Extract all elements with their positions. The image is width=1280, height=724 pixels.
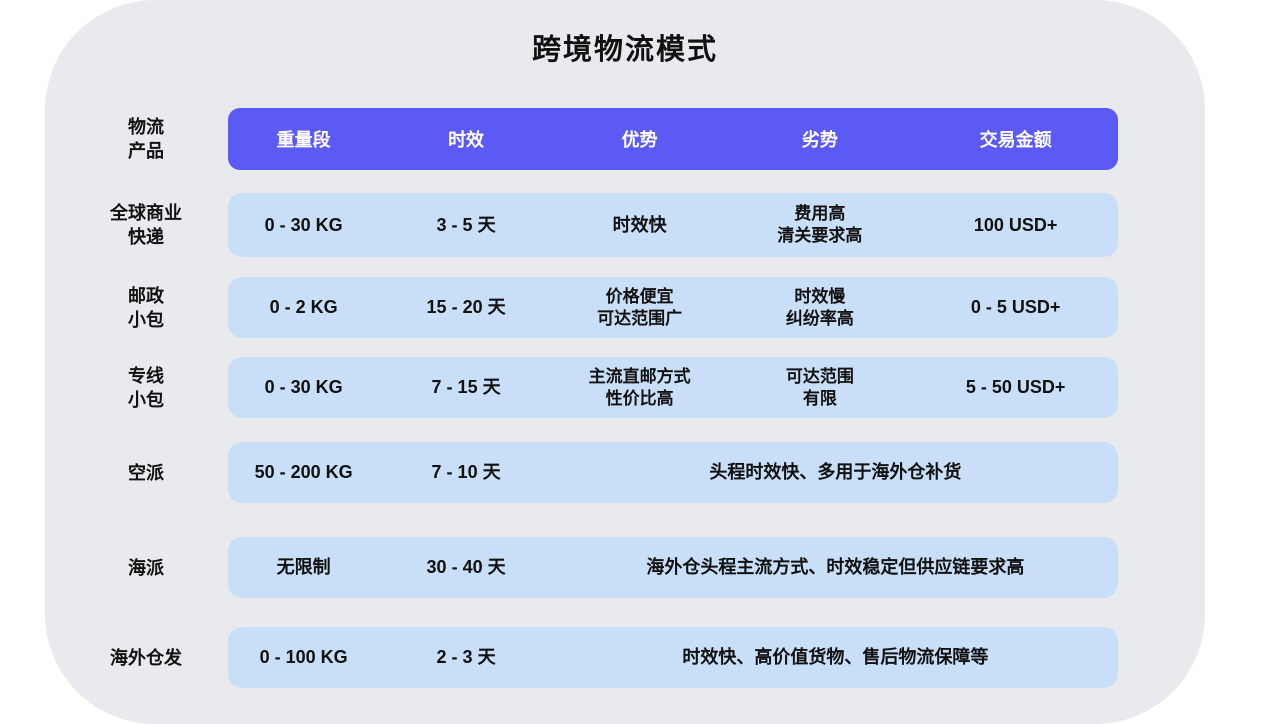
cell-disadvantage: 时效慢 纠纷率高	[785, 286, 854, 328]
corner-label-line: 物流	[128, 117, 164, 137]
table-row: 0 - 30 KG 7 - 15 天 主流直邮方式 性价比高 可达范围 有限 5…	[228, 357, 1118, 418]
cell-weight: 0 - 100 KG	[259, 647, 348, 667]
corner-label-line: 产品	[128, 141, 164, 161]
table-row: 50 - 200 KG 7 - 10 天 头程时效快、多用于海外仓补货	[228, 442, 1118, 503]
cell-time: 7 - 15 天	[431, 377, 501, 397]
cell-weight: 50 - 200 KG	[254, 462, 353, 482]
cell-description: 时效快、高价值货物、售后物流保障等	[682, 647, 989, 667]
cell-advantage: 价格便宜 可达范围广	[597, 286, 683, 328]
header-amount: 交易金额	[979, 130, 1052, 150]
header-disadvantage: 劣势	[801, 130, 838, 150]
cell-weight: 0 - 30 KG	[264, 214, 343, 235]
cell-advantage: 主流直邮方式 性价比高	[588, 366, 691, 408]
cell-weight: 无限制	[276, 557, 331, 577]
row-label-global-express: 全球商业 快递	[110, 203, 182, 247]
cell-disadvantage: 可达范围 有限	[785, 366, 854, 408]
row-label-postal-parcel: 邮政 小包	[128, 285, 164, 330]
row-label-overseas-warehouse: 海外仓发	[110, 647, 182, 668]
row-label-sea-freight: 海派	[128, 557, 164, 578]
header-weight: 重量段	[276, 130, 331, 150]
cell-amount: 0 - 5 USD+	[970, 297, 1061, 317]
header-advantage: 优势	[621, 130, 658, 150]
corner-label: 物流 产品	[61, 108, 231, 170]
cell-disadvantage: 费用高 清关要求高	[777, 204, 863, 245]
table-row: 0 - 30 KG 3 - 5 天 时效快 费用高 清关要求高 100 USD+	[228, 193, 1118, 257]
table-header: 重量段 时效 优势 劣势 交易金额	[228, 108, 1118, 170]
cell-time: 2 - 3 天	[436, 647, 496, 667]
cell-time: 15 - 20 天	[426, 297, 506, 317]
cell-amount: 100 USD+	[973, 214, 1058, 235]
page-title: 跨境物流模式	[531, 34, 718, 66]
cell-time: 7 - 10 天	[431, 462, 501, 482]
cell-weight: 0 - 2 KG	[269, 297, 338, 317]
cell-description: 头程时效快、多用于海外仓补货	[709, 462, 962, 482]
cell-weight: 0 - 30 KG	[264, 377, 343, 397]
header-time: 时效	[448, 130, 485, 150]
table-row: 0 - 100 KG 2 - 3 天 时效快、高价值货物、售后物流保障等	[228, 627, 1118, 688]
row-label-air-freight: 空派	[128, 462, 164, 483]
cell-amount: 5 - 50 USD+	[965, 377, 1066, 397]
cell-time: 3 - 5 天	[436, 214, 496, 235]
cell-time: 30 - 40 天	[426, 557, 506, 577]
cell-description: 海外仓头程主流方式、时效稳定但供应链要求高	[646, 557, 1025, 577]
cell-advantage: 时效快	[612, 214, 667, 235]
table-row: 无限制 30 - 40 天 海外仓头程主流方式、时效稳定但供应链要求高	[228, 537, 1118, 598]
table-row: 0 - 2 KG 15 - 20 天 价格便宜 可达范围广 时效慢 纠纷率高 0…	[228, 277, 1118, 338]
row-label-dedicated-line: 专线 小包	[128, 365, 164, 410]
